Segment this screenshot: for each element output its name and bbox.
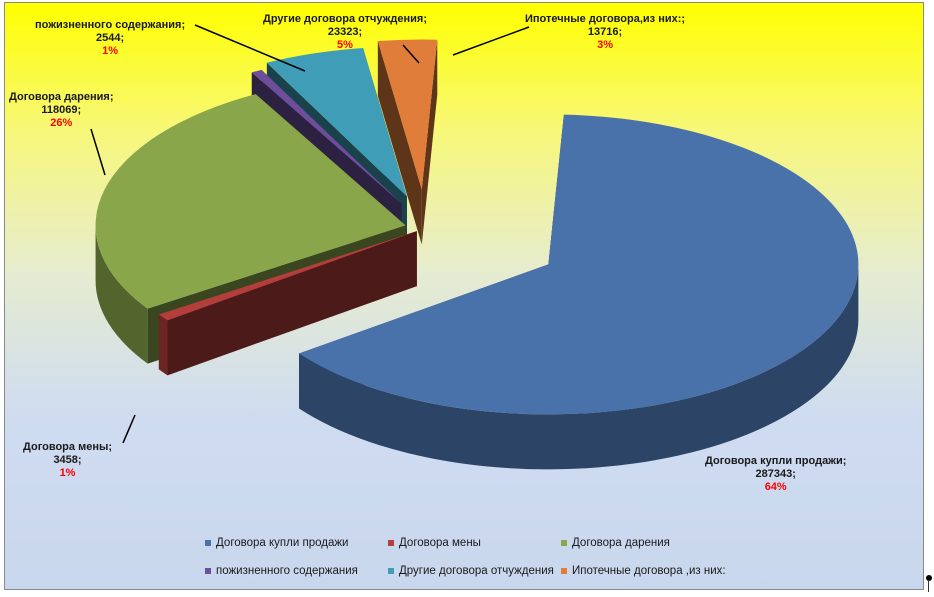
pie-slice-0-top [299, 114, 859, 415]
legend-label-drugie: Другие договора отчуждения [399, 565, 554, 577]
leader-line-0 [90, 128, 106, 176]
chart-area: Договора купли продажи; 287343; 64% Дого… [4, 2, 924, 590]
label-pozhizn-value: 2544; [96, 32, 125, 44]
label-darenia: Договора дарения; 118069; 26% [9, 91, 114, 130]
leader-line-4 [122, 414, 136, 444]
legend-swatch-meny [388, 540, 394, 546]
pie-slice-1-rim-0 [158, 314, 168, 376]
label-darenia-value: 118069; [41, 104, 82, 116]
label-meny-pct: 1% [59, 467, 76, 479]
label-kupli-value: 287343; [755, 468, 796, 480]
label-kupli-pct: 64% [764, 481, 787, 493]
legend-swatch-kupli [205, 540, 211, 546]
pie-chart [90, 24, 859, 470]
legend-label-meny: Договора мены [399, 537, 481, 549]
label-kupli: Договора купли продажи; 287343; 64% [705, 455, 846, 494]
legend-label-pozhizn: пожизненного содержания [216, 565, 358, 577]
label-darenia-pct: 26% [50, 117, 73, 129]
label-meny: Договора мены; 3458; 1% [23, 441, 112, 480]
legend-item-kupli: Договора купли продажи [205, 537, 348, 549]
pie-slice-3-top [251, 69, 402, 204]
legend-item-pozhizn: пожизненного содержания [205, 565, 358, 577]
pie-slice-2-top [95, 94, 406, 309]
legend-label-darenia: Договора дарения [572, 537, 670, 549]
label-meny-name: Договора мены; [23, 441, 113, 453]
pie-slice-2-rim-0 [95, 225, 148, 364]
pie-slice-4-top [266, 48, 407, 197]
label-ipoteka-name: Ипотечные договора,из них:; [525, 13, 686, 25]
pie-slice-0 [299, 114, 859, 470]
legend-swatch-darenia [561, 540, 567, 546]
label-darenia-name: Договора дарения; [9, 91, 114, 103]
label-ipoteka-pct: 3% [597, 39, 613, 51]
label-pozhizn-pct: 1% [102, 45, 119, 57]
leader-line-1 [194, 24, 306, 72]
corner-tick [928, 580, 929, 592]
label-ipoteka-value: 13716; [587, 26, 623, 38]
legend-swatch-pozhizn [205, 568, 211, 574]
legend-item-ipoteka: Ипотечные договора ,из них: [561, 565, 726, 577]
pie-slice-1 [158, 231, 417, 376]
label-meny-value: 3458; [53, 454, 82, 466]
pie-slice-5-wall-1 [421, 39, 438, 245]
pie-slice-1-wall-1 [158, 231, 417, 370]
legend-item-meny: Договора мены [388, 537, 481, 549]
label-pozhizn-name: пожизненного содержания; [35, 19, 186, 31]
legend-item-darenia: Договора дарения [561, 537, 670, 549]
leader-line-2 [402, 44, 420, 64]
label-drugie-value: 23323; [327, 26, 363, 38]
leader-line-3 [452, 26, 530, 56]
legend-swatch-ipoteka [561, 568, 567, 574]
legend-label-ipoteka: Ипотечные договора ,из них: [572, 565, 726, 577]
legend-label-kupli: Договора купли продажи [216, 537, 349, 549]
label-kupli-name: Договора купли продажи; [705, 455, 847, 467]
label-drugie-name: Другие договора отчуждения; [263, 13, 427, 25]
pie-slice-5-top [377, 39, 438, 190]
label-pozhizn: пожизненного содержания; 2544; 1% [35, 19, 185, 58]
corner-dot [926, 575, 932, 581]
label-ipoteka: Ипотечные договора,из них:; 13716; 3% [525, 13, 685, 52]
pie-slice-5 [377, 39, 438, 245]
label-drugie: Другие договора отчуждения; 23323; 5% [263, 13, 427, 52]
legend-item-drugie: Другие договора отчуждения [388, 565, 554, 577]
pie-slice-1-top [158, 231, 417, 321]
legend-swatch-drugie [388, 568, 394, 574]
pie-slice-5-wall-0 [377, 41, 422, 245]
label-drugie-pct: 5% [337, 39, 353, 51]
pie-slice-0-rim-0 [299, 264, 859, 470]
